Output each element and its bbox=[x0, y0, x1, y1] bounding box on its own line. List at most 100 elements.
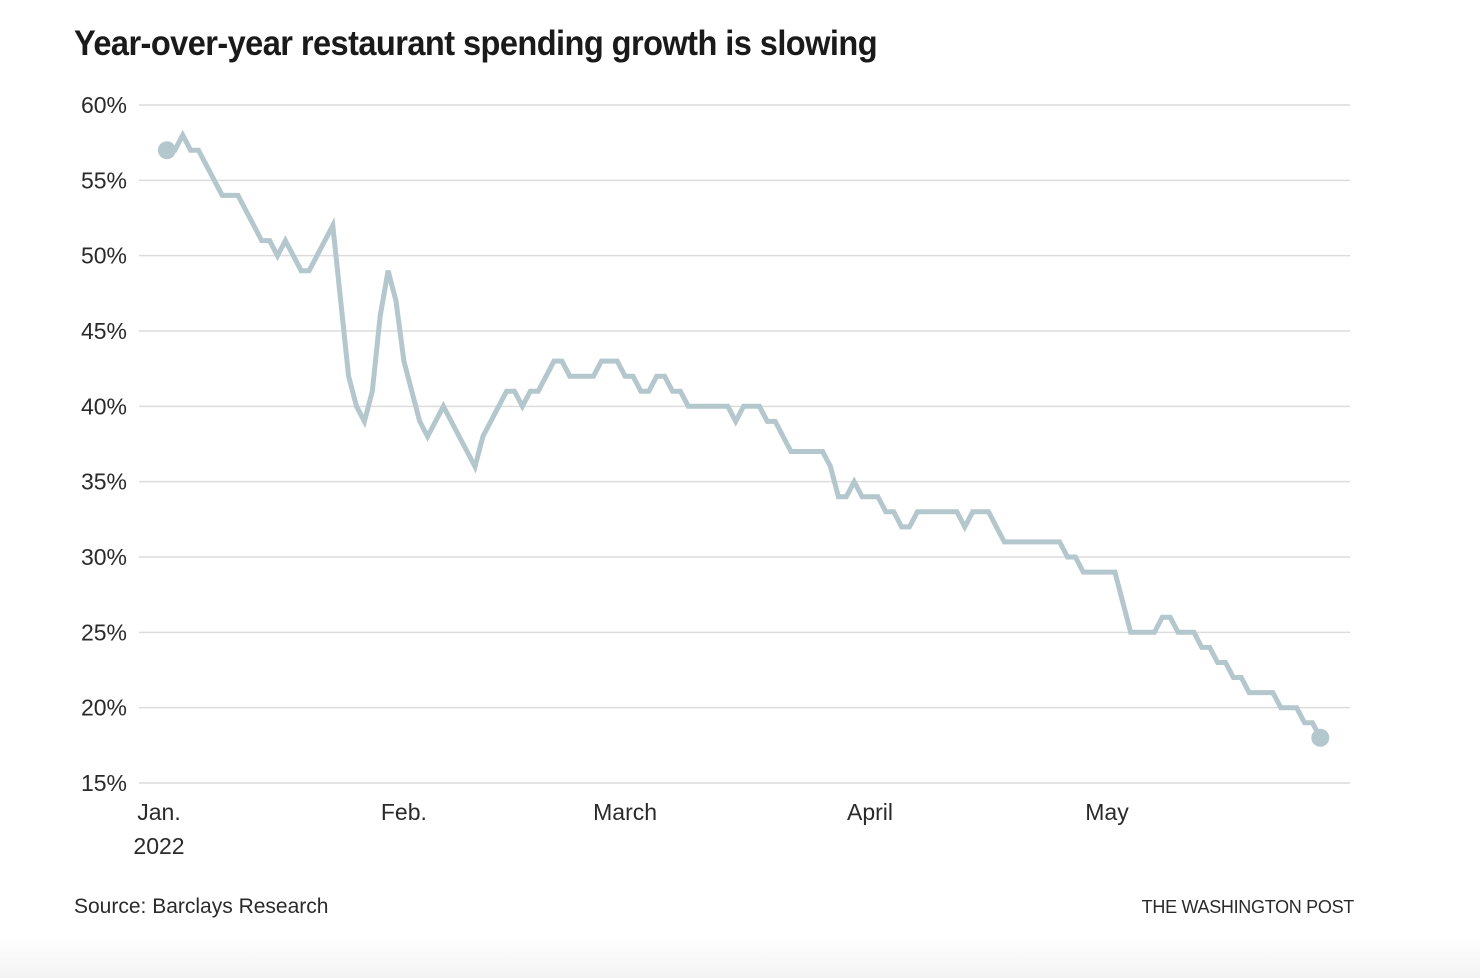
data-point bbox=[1145, 630, 1149, 634]
data-point bbox=[1176, 630, 1180, 634]
x-tick-label: Feb. bbox=[381, 799, 427, 825]
data-point bbox=[497, 404, 501, 408]
data-point bbox=[884, 510, 888, 514]
data-point bbox=[1018, 540, 1022, 544]
data-point bbox=[1184, 630, 1188, 634]
data-point bbox=[465, 450, 469, 454]
data-point bbox=[947, 510, 951, 514]
data-point bbox=[915, 510, 919, 514]
data-point bbox=[339, 299, 343, 303]
data-point bbox=[900, 525, 904, 529]
data-point bbox=[797, 450, 801, 454]
data-point bbox=[291, 254, 295, 258]
data-point bbox=[197, 148, 201, 152]
y-tick-label: 60% bbox=[81, 92, 127, 118]
data-point bbox=[576, 374, 580, 378]
y-tick-label: 15% bbox=[81, 770, 127, 796]
y-tick-label: 45% bbox=[81, 318, 127, 344]
data-point bbox=[789, 450, 793, 454]
data-point bbox=[876, 495, 880, 499]
data-point bbox=[355, 404, 359, 408]
y-axis-ticks: 60% 55% 50% 45% 40% 35% 30% 25% 20% 15% bbox=[81, 92, 127, 796]
data-point bbox=[615, 359, 619, 363]
data-point bbox=[639, 389, 643, 393]
data-point bbox=[1263, 691, 1267, 695]
data-point bbox=[378, 314, 382, 318]
data-point bbox=[829, 465, 833, 469]
data-point bbox=[1073, 555, 1077, 559]
data-point bbox=[441, 404, 445, 408]
data-point bbox=[449, 419, 453, 423]
series-line bbox=[166, 129, 1323, 739]
data-point bbox=[457, 434, 461, 438]
y-tick-label: 30% bbox=[81, 544, 127, 570]
data-point bbox=[955, 510, 959, 514]
x-axis-ticks: Jan. 2022 Feb. March April May bbox=[133, 799, 1129, 859]
data-point bbox=[402, 359, 406, 363]
data-point bbox=[1042, 540, 1046, 544]
source-note: Source: Barclays Research bbox=[74, 895, 329, 918]
data-point bbox=[599, 359, 603, 363]
data-point bbox=[923, 510, 927, 514]
data-point bbox=[1231, 676, 1235, 680]
data-point bbox=[757, 404, 761, 408]
data-point bbox=[181, 133, 185, 137]
data-point bbox=[678, 389, 682, 393]
x-tick-label: Jan. bbox=[137, 799, 180, 825]
data-point bbox=[994, 525, 998, 529]
data-point bbox=[734, 419, 738, 423]
data-point bbox=[410, 389, 414, 393]
data-point bbox=[939, 510, 943, 514]
data-point bbox=[283, 239, 287, 243]
data-point bbox=[1097, 570, 1101, 574]
y-tick-label: 50% bbox=[81, 243, 127, 269]
data-point bbox=[979, 510, 983, 514]
data-point bbox=[528, 389, 532, 393]
data-point bbox=[742, 404, 746, 408]
data-point bbox=[908, 525, 912, 529]
data-point bbox=[386, 269, 390, 273]
data-point bbox=[671, 389, 675, 393]
data-point bbox=[1192, 630, 1196, 634]
data-point bbox=[489, 419, 493, 423]
data-point bbox=[1137, 630, 1141, 634]
data-point bbox=[1295, 706, 1299, 710]
data-point bbox=[315, 254, 319, 258]
data-point bbox=[844, 495, 848, 499]
data-point bbox=[1129, 630, 1133, 634]
data-point bbox=[331, 224, 335, 228]
end-point-marker bbox=[1311, 728, 1330, 747]
y-tick-label: 55% bbox=[81, 167, 127, 193]
data-point bbox=[1121, 600, 1125, 604]
data-point bbox=[473, 465, 477, 469]
data-point bbox=[702, 404, 706, 408]
data-point bbox=[1200, 645, 1204, 649]
data-point bbox=[781, 434, 785, 438]
data-point bbox=[1239, 676, 1243, 680]
x-tick-label: May bbox=[1085, 799, 1129, 825]
data-point bbox=[220, 193, 224, 197]
data-point bbox=[418, 419, 422, 423]
data-point bbox=[1113, 570, 1117, 574]
data-point bbox=[323, 239, 327, 243]
data-point bbox=[236, 193, 240, 197]
data-point bbox=[520, 404, 524, 408]
data-point bbox=[1208, 645, 1212, 649]
data-point bbox=[1247, 691, 1251, 695]
data-point bbox=[260, 239, 264, 243]
data-point bbox=[228, 193, 232, 197]
data-point bbox=[765, 419, 769, 423]
data-point bbox=[726, 404, 730, 408]
data-point bbox=[1058, 540, 1062, 544]
data-point bbox=[1271, 691, 1275, 695]
data-point bbox=[481, 434, 485, 438]
data-point bbox=[244, 208, 248, 212]
y-tick-label: 40% bbox=[81, 393, 127, 419]
data-point bbox=[631, 374, 635, 378]
data-point bbox=[868, 495, 872, 499]
data-point bbox=[252, 224, 256, 228]
data-point bbox=[544, 374, 548, 378]
data-point bbox=[647, 389, 651, 393]
data-point bbox=[1216, 660, 1220, 664]
